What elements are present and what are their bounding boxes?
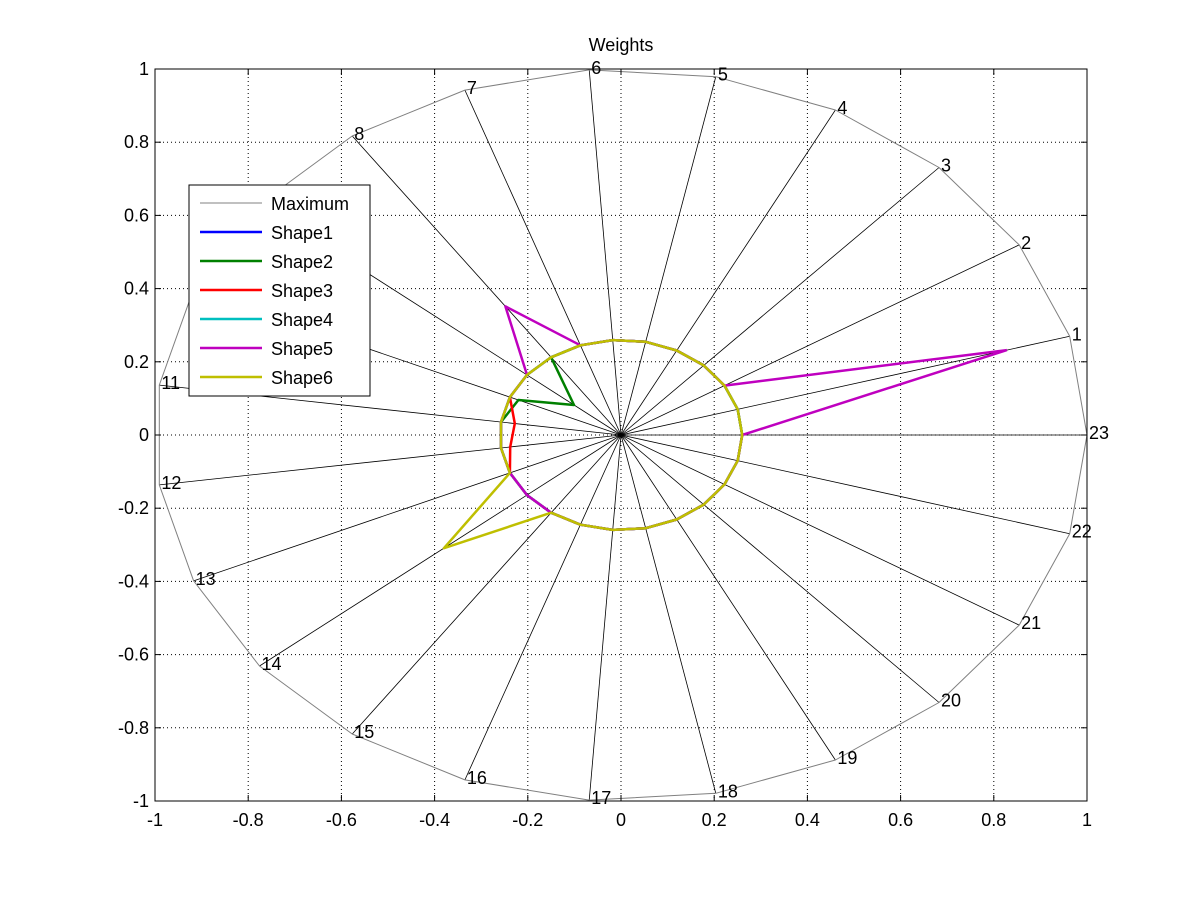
legend-label: Shape1 [271, 223, 333, 243]
y-tick-label: -0.4 [118, 571, 149, 591]
x-tick-label: -0.2 [512, 810, 543, 830]
spoke-label: 1 [1072, 324, 1082, 344]
x-tick-label: -0.6 [326, 810, 357, 830]
y-tick-label: -1 [133, 791, 149, 811]
spoke-line [259, 434, 622, 667]
spoke-label: 7 [467, 78, 477, 98]
spoke-labels: 1234567891011121314151617181920212223 [161, 58, 1109, 808]
spoke-label: 4 [837, 98, 847, 118]
spoke-label: 13 [196, 569, 216, 589]
spoke-line [351, 135, 622, 436]
series-lines [158, 69, 1088, 801]
legend-label: Shape6 [271, 368, 333, 388]
spoke-label: 6 [591, 58, 601, 78]
spoke-label: 14 [262, 654, 282, 674]
spoke-line [620, 434, 717, 794]
spoke-label: 15 [354, 722, 374, 742]
spoke-line [620, 244, 1020, 436]
spoke-line [620, 109, 836, 436]
spoke-line [620, 434, 1020, 626]
series-line-maximum [158, 69, 1088, 801]
y-tick-label: -0.2 [118, 498, 149, 518]
spoke-label: 18 [718, 781, 738, 801]
spoke-line [464, 89, 622, 436]
y-tick-label: 0.2 [124, 352, 149, 372]
y-tick-label: -0.8 [118, 718, 149, 738]
spoke-label: 20 [941, 691, 961, 711]
spoke-line [620, 167, 940, 436]
y-tick-label: -0.6 [118, 645, 149, 665]
spoke-label: 11 [161, 373, 180, 393]
spoke-line [620, 434, 940, 703]
chart-title: Weights [589, 35, 654, 55]
spoke-line [464, 434, 622, 781]
spoke-line [351, 434, 622, 735]
y-tick-label: 0.6 [124, 205, 149, 225]
spoke-label: 5 [718, 65, 728, 85]
series-line-shape6 [442, 338, 744, 550]
spoke-label: 19 [837, 748, 857, 768]
spoke-line [620, 434, 836, 761]
x-tick-label: 0.6 [888, 810, 913, 830]
legend-label: Shape5 [271, 339, 333, 359]
legend-label: Shape3 [271, 281, 333, 301]
spoke-line [193, 434, 622, 582]
x-tick-label: 0 [616, 810, 626, 830]
ticks: -1 -0.8 -0.6 -0.4 -0.2 0 0.2 0.4 0.6 0.8 110.80.60… [118, 59, 1092, 830]
spoke-line [159, 434, 622, 486]
y-tick-label: 0 [139, 425, 149, 445]
spoke-label: 23 [1089, 423, 1109, 443]
x-tick-label: -0.4 [419, 810, 450, 830]
x-tick-label: 0.8 [981, 810, 1006, 830]
spoke-line [588, 434, 622, 801]
spoke-label: 22 [1072, 522, 1092, 542]
legend-label: Shape4 [271, 310, 333, 330]
legend: Maximum Shape1 Shape2 Shape3 Shape4 Shape5 Sha… [188, 184, 371, 397]
y-tick-label: 1 [139, 59, 149, 79]
spoke-line [588, 69, 622, 436]
x-tick-label: 0.4 [795, 810, 820, 830]
spoke-label: 3 [941, 155, 951, 175]
spoke-label: 8 [354, 124, 364, 144]
x-tick-label: 1 [1082, 810, 1092, 830]
spoke-label: 2 [1021, 233, 1031, 253]
spoke-label: 12 [161, 473, 181, 493]
spoke-label: 16 [467, 768, 487, 788]
x-tick-label: -1 [147, 810, 163, 830]
spoke-label: 17 [591, 788, 611, 808]
y-tick-label: 0.4 [124, 279, 149, 299]
legend-label: Maximum [271, 194, 349, 214]
x-tick-label: -0.8 [233, 810, 264, 830]
legend-label: Shape2 [271, 252, 333, 272]
spoke-label: 21 [1021, 613, 1041, 633]
spoke-line [620, 76, 717, 436]
y-tick-label: 0.8 [124, 132, 149, 152]
spoke-line [620, 434, 1070, 535]
x-tick-label: 0.2 [702, 810, 727, 830]
